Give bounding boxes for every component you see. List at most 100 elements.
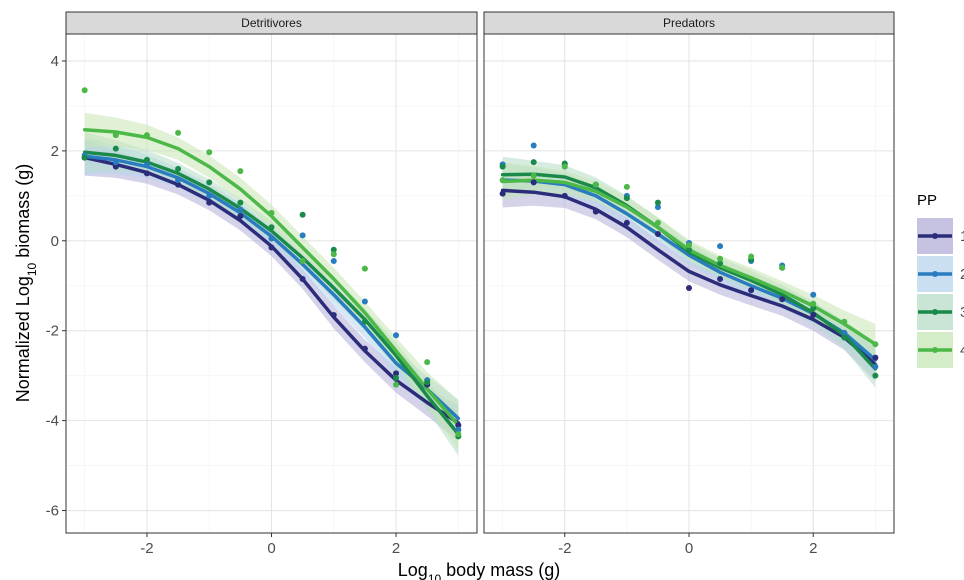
data-point-series-2: [237, 206, 244, 213]
data-point-series-4: [530, 172, 537, 179]
data-point-series-2: [299, 232, 306, 239]
data-point-series-3: [717, 260, 724, 267]
data-point-series-1: [748, 287, 755, 294]
data-point-series-3: [686, 246, 692, 253]
data-point-series-2: [841, 329, 848, 336]
panel-predators: Predators: [483, 11, 895, 534]
data-point-series-4: [748, 253, 755, 260]
data-point-series-3: [424, 379, 431, 386]
data-point-series-4: [779, 264, 786, 271]
data-point-series-3: [112, 145, 119, 152]
legend-label-1: 1: [960, 228, 964, 245]
data-point-series-1: [361, 345, 368, 352]
data-point-series-4: [112, 132, 119, 139]
data-point-series-4: [237, 168, 244, 175]
data-point-series-1: [872, 354, 879, 361]
data-point-series-4: [717, 255, 724, 262]
x-tick-label: 2: [392, 540, 400, 557]
data-point-series-1: [561, 192, 568, 199]
gridlines: [66, 34, 477, 533]
data-point-series-3: [330, 246, 337, 253]
data-point-series-1: [112, 163, 119, 170]
data-point-series-4: [143, 132, 150, 139]
data-point-series-1: [530, 179, 537, 186]
data-points: [81, 87, 462, 440]
legend-label-4: 4: [960, 342, 964, 359]
x-tick-label: -2: [558, 540, 571, 557]
data-point-series-3: [361, 318, 368, 325]
data-point-series-1: [592, 208, 599, 215]
data-point-series-2: [393, 332, 400, 339]
data-point-series-1: [686, 284, 692, 291]
y-tick-label: -2: [46, 323, 59, 340]
data-point-series-1: [455, 422, 462, 429]
data-point-series-1: [175, 181, 182, 188]
legend-key-point-2: [932, 271, 938, 277]
x-axis-title-rest: body mass (g): [441, 560, 560, 580]
data-point-series-3: [237, 199, 244, 206]
y-axis: 4 2 0 -2 -4 -6: [46, 53, 66, 520]
y-tick-label: -4: [46, 413, 59, 430]
data-point-series-4: [654, 219, 661, 226]
data-point-series-3: [175, 165, 182, 172]
confidence-band-series-1: [502, 173, 876, 382]
data-point-series-1: [268, 244, 275, 251]
data-point-series-2: [206, 192, 213, 199]
data-point-series-3: [268, 224, 275, 231]
x-axis: -2 0 2 -2 0 2: [140, 533, 817, 557]
data-point-series-4: [623, 183, 630, 190]
data-point-series-4: [175, 129, 182, 136]
data-point-series-4: [361, 265, 368, 272]
data-point-series-2: [361, 298, 368, 305]
data-point-series-4: [299, 258, 306, 265]
x-tick-label: 0: [685, 540, 693, 557]
data-point-series-3: [872, 372, 879, 379]
legend-label-2: 2: [960, 266, 964, 283]
legend: PP 1 2 3 4: [917, 192, 964, 368]
data-point-series-1: [143, 170, 150, 177]
data-point-series-2: [872, 363, 879, 370]
legend-key-point-1: [932, 233, 938, 239]
data-point-series-4: [810, 300, 817, 307]
y-tick-label: 0: [51, 233, 59, 250]
data-point-series-1: [654, 231, 661, 238]
data-point-series-3: [81, 154, 88, 161]
data-point-series-4: [81, 87, 88, 94]
data-point-series-1: [717, 276, 724, 283]
data-point-series-2: [654, 204, 661, 211]
data-point-series-1: [393, 370, 400, 377]
data-point-series-3: [499, 163, 506, 170]
x-tick-label: -2: [140, 540, 153, 557]
data-point-series-4: [393, 381, 400, 388]
legend-title: PP: [917, 192, 937, 209]
data-point-series-2: [455, 426, 462, 433]
data-point-series-4: [686, 242, 692, 249]
data-point-series-2: [112, 159, 119, 166]
x-tick-label: 2: [809, 540, 817, 557]
gridlines: [484, 34, 894, 533]
data-point-series-2: [330, 258, 337, 265]
data-point-series-2: [810, 291, 817, 298]
data-point-series-4: [424, 359, 431, 366]
data-point-series-1: [206, 199, 213, 206]
y-axis-title-rest: biomass (g): [13, 164, 33, 263]
data-point-series-4: [499, 177, 506, 184]
data-point-series-4: [268, 209, 275, 216]
data-point-series-3: [143, 156, 150, 163]
data-point-series-2: [530, 142, 537, 149]
data-point-series-2: [175, 177, 182, 184]
data-point-series-1: [299, 276, 306, 283]
panel-detritivores: Detritivores: [65, 11, 478, 534]
data-point-series-4: [455, 431, 462, 438]
data-point-series-4: [592, 181, 599, 188]
panel-title: Predators: [663, 16, 715, 30]
y-tick-label: 4: [51, 53, 59, 70]
panel-title: Detritivores: [241, 16, 302, 30]
data-point-series-3: [841, 334, 848, 341]
data-point-series-2: [143, 161, 150, 168]
data-point-series-3: [530, 159, 537, 166]
data-points: [499, 142, 879, 379]
data-point-series-2: [717, 243, 724, 250]
data-point-series-1: [237, 213, 244, 220]
